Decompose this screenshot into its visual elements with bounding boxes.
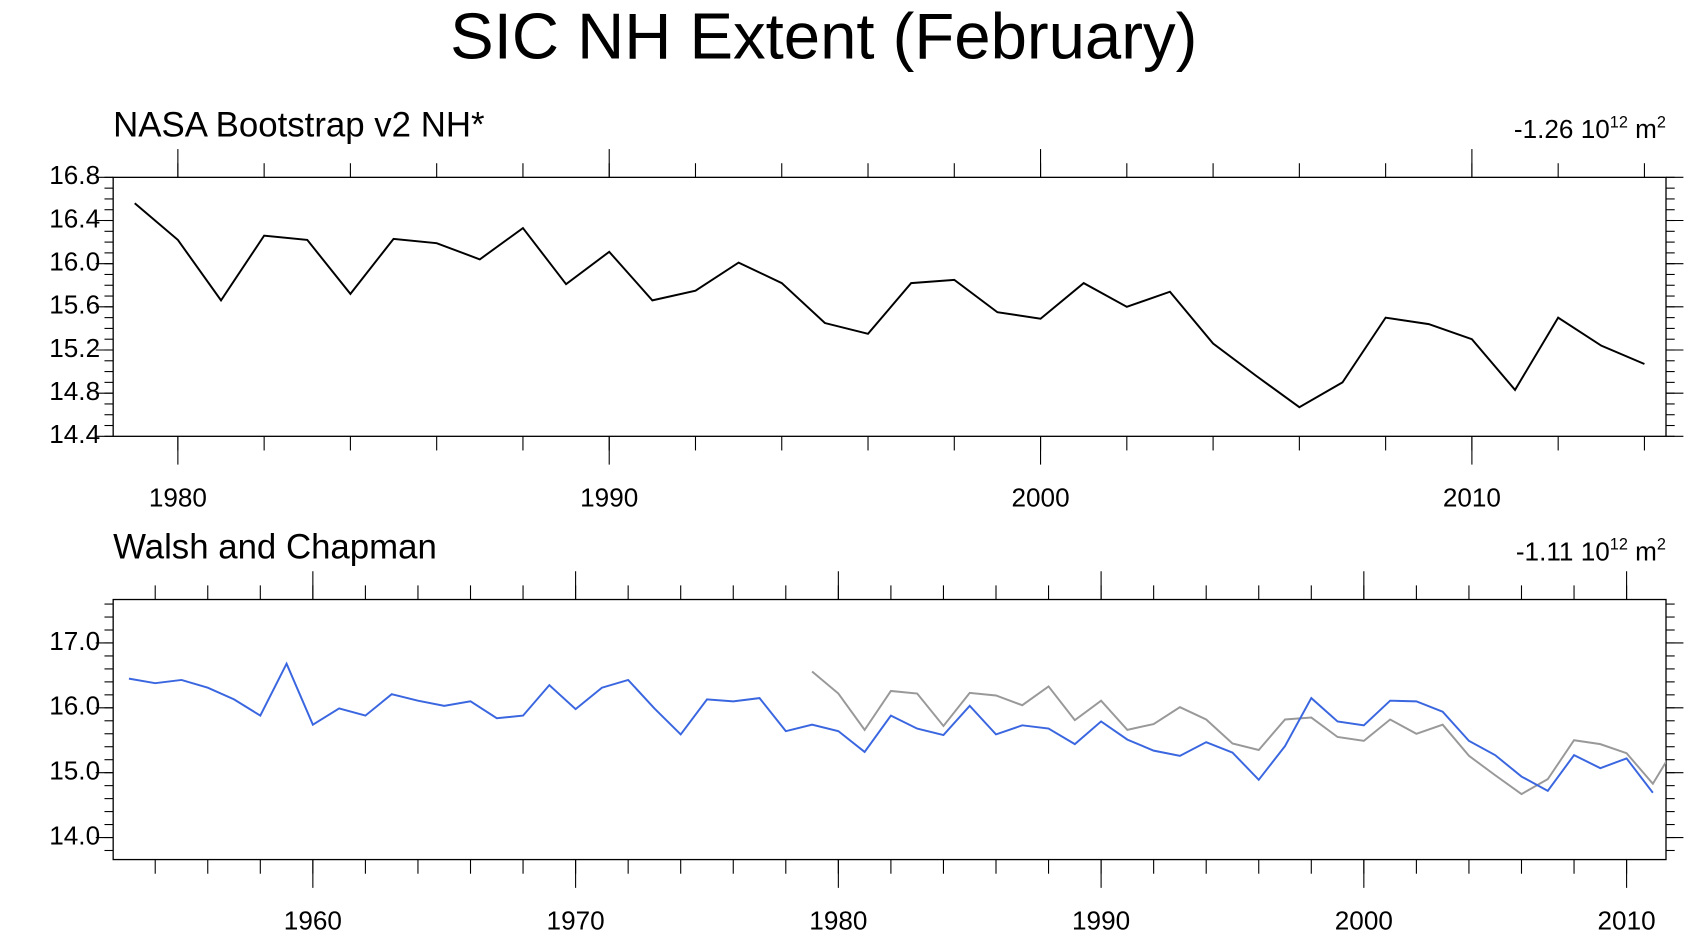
panel: NASA Bootstrap v2 NH* -1.26 1012 m2 16.8 16…	[49, 106, 1684, 512]
annotation-text: m	[1628, 536, 1657, 566]
x-tick-label: 2010	[1598, 906, 1656, 936]
y-tick-label: 15.2	[49, 333, 100, 363]
y-tick-label: 16.8	[49, 160, 100, 190]
x-tick-label: 1980	[149, 482, 207, 512]
plot-frame	[112, 598, 1667, 861]
series-line	[134, 202, 1645, 409]
panel-title: NASA Bootstrap v2 NH*	[113, 106, 484, 145]
panel: Walsh and Chapman -1.11 1012 m2 17.0 16.0 15…	[49, 528, 1684, 936]
y-tick-label: 16.0	[49, 691, 100, 721]
x-tick-label: 1990	[1072, 906, 1130, 936]
x-tick-label: 1960	[284, 906, 342, 936]
y-tick-label: 14.0	[49, 820, 100, 850]
y-tick-label: 16.4	[49, 203, 100, 233]
superscript: 2	[1657, 113, 1666, 131]
x-tick-label: 2010	[1443, 482, 1501, 512]
series-line	[811, 670, 1667, 796]
annotation-text: -1.11 10	[1516, 536, 1610, 566]
figure-title: SIC NH Extent (February)	[450, 0, 1197, 73]
superscript: 2	[1657, 535, 1666, 553]
panel-title: Walsh and Chapman	[113, 528, 437, 567]
annotation: -1.11 1012 m2	[1516, 535, 1666, 566]
y-tick-label: 15.0	[49, 756, 100, 786]
annotation-text: -1.26 10	[1514, 114, 1610, 144]
annotation-text: m	[1628, 114, 1657, 144]
annotation: -1.26 1012 m2	[1514, 113, 1666, 144]
x-tick-label: 1990	[580, 482, 638, 512]
x-tick-label: 1980	[809, 906, 867, 936]
y-tick-label: 16.0	[49, 247, 100, 277]
y-tick-label: 14.4	[49, 419, 100, 449]
y-tick-label: 17.0	[49, 626, 100, 656]
series-line	[128, 661, 1654, 794]
superscript: 12	[1610, 113, 1628, 131]
x-tick-label: 1970	[547, 906, 605, 936]
y-tick-label: 15.6	[49, 290, 100, 320]
x-tick-label: 2000	[1012, 482, 1070, 512]
x-tick-label: 2000	[1335, 906, 1393, 936]
superscript: 12	[1610, 535, 1628, 553]
plot-frame	[112, 176, 1667, 437]
y-tick-label: 14.8	[49, 376, 100, 406]
